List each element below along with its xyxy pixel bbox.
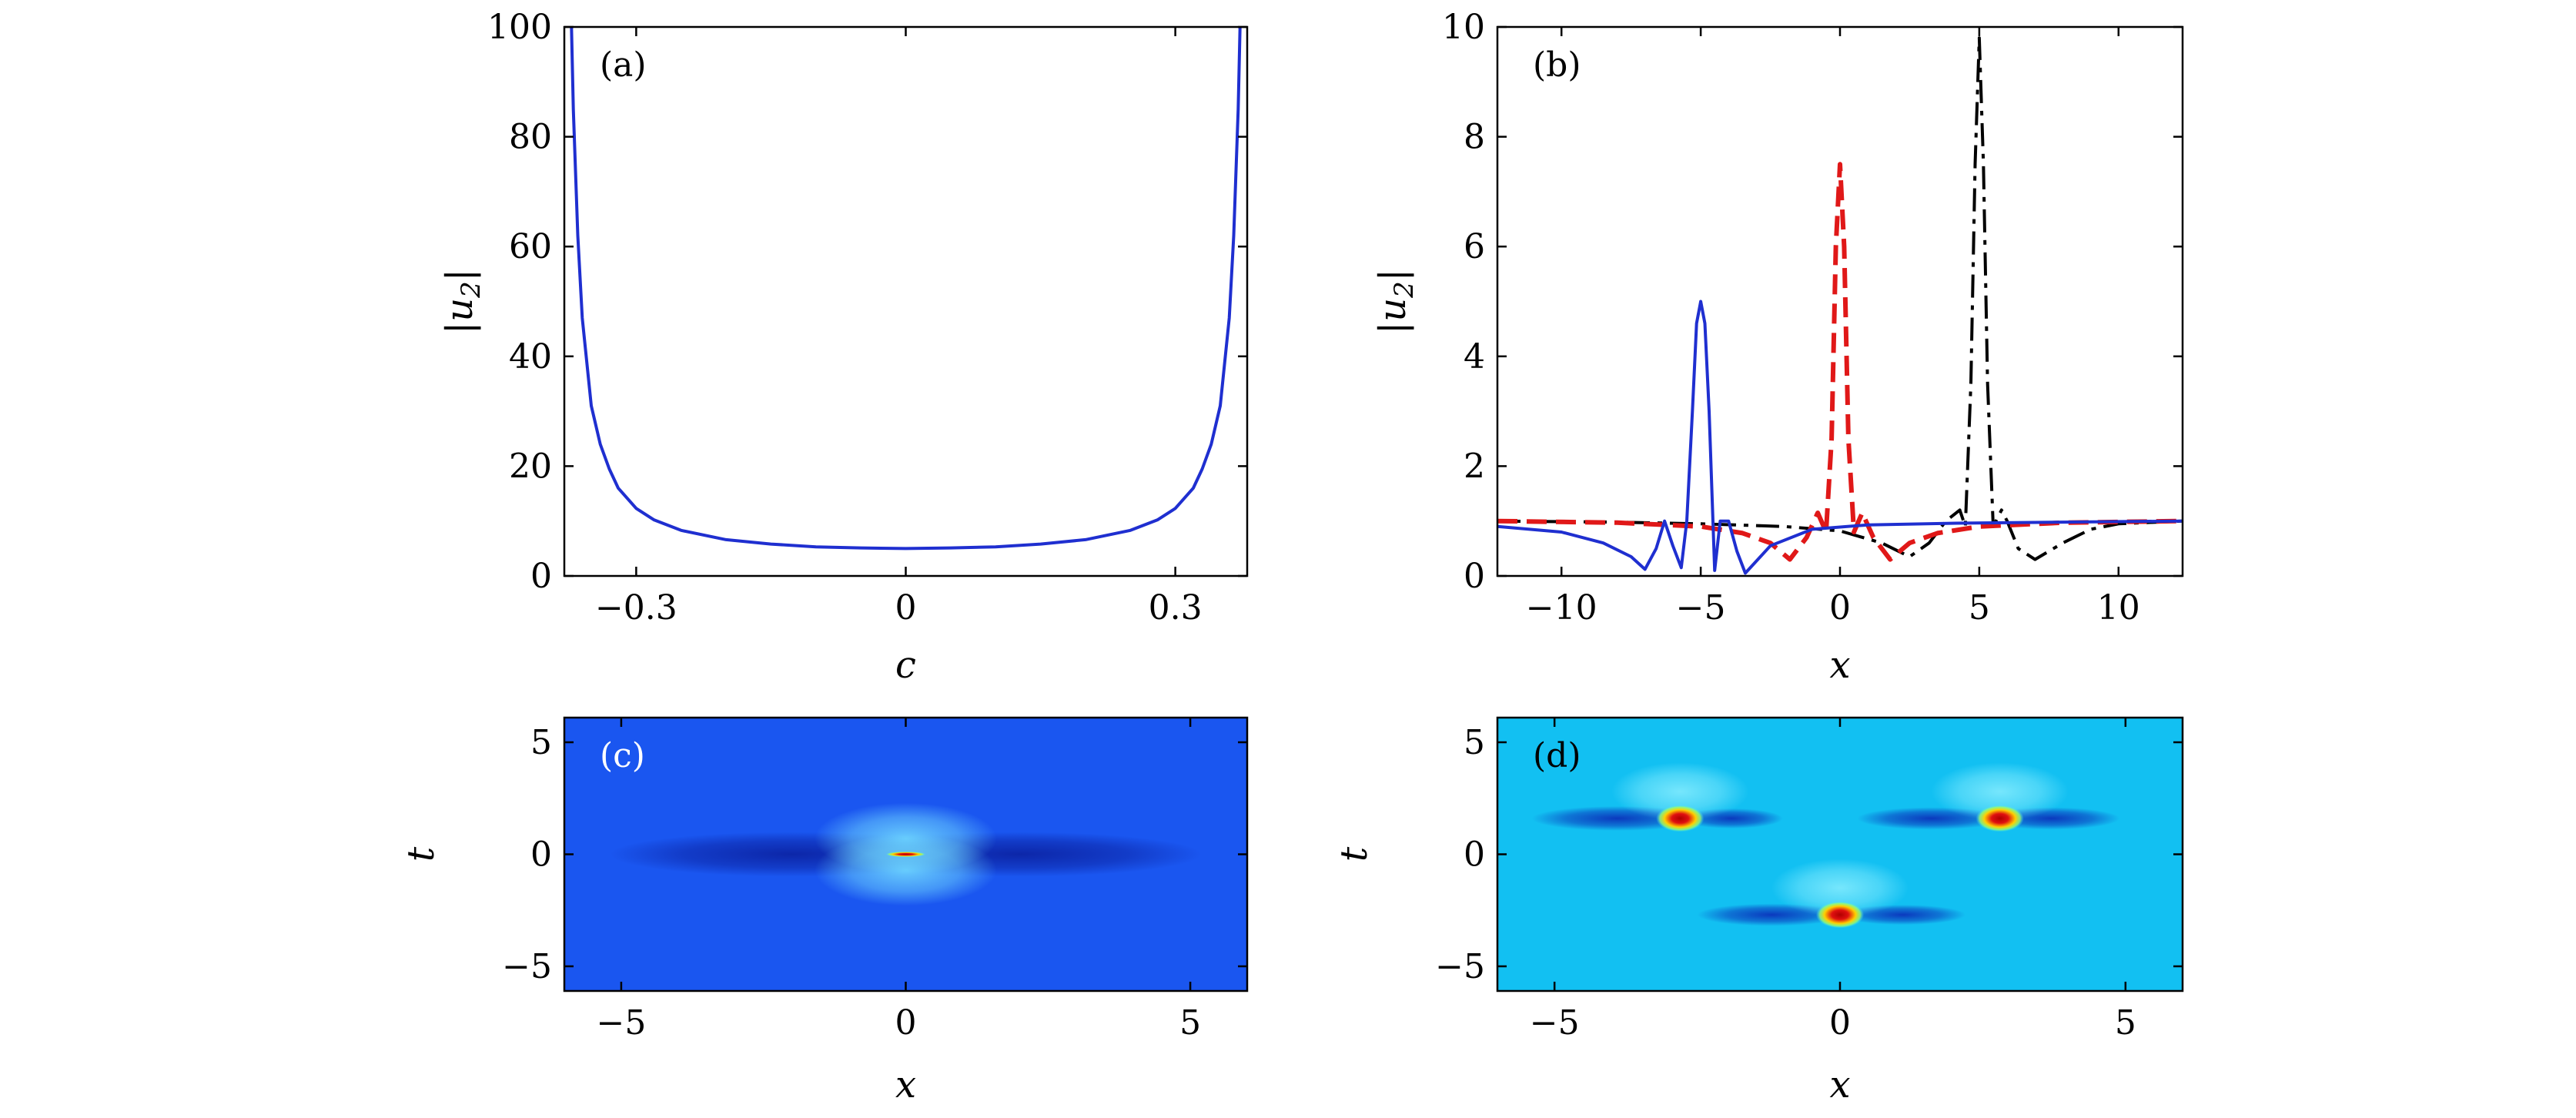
x-tick-label: −5 [1676,588,1726,628]
x-tick-label: −5 [1530,1003,1580,1043]
y-tick-label: 0 [530,557,552,596]
plot-frame [564,27,1247,576]
plot-area-d [1497,718,2183,991]
y-tick-label: 5 [530,723,552,762]
x-tick-label: 5 [1969,588,1990,628]
y-tick-label: 0 [1464,557,1485,596]
x-tick-label: 10 [2097,588,2140,628]
y-tick-label: −5 [502,947,552,986]
x-tick-label: −5 [596,1003,646,1043]
x-tick-label: 0 [1829,588,1851,628]
panel-d: −5 0 5 −5 0 5 x t (d) [1333,718,2183,1106]
plot-frame [1497,27,2183,576]
y-tick-label: 6 [1464,227,1485,266]
y-tick-label: 100 [487,8,552,47]
panel-label: (d) [1533,736,1581,775]
panel-a: −0.3 0 0.3 0 20 40 60 80 100 c |u2| (a) [438,8,1247,687]
x-tick-label: 5 [2115,1003,2136,1043]
y-tick-label: 4 [1464,337,1485,377]
heatmap-lobe-3 [815,834,997,905]
x-axis-label: x [895,1063,916,1106]
y-axis-label: t [1333,846,1376,862]
heatmap-peak-9 [1656,805,1704,832]
heatmap-peak-10 [1976,805,2024,832]
y-axis-label: t [400,846,443,862]
series-line-2 [1497,302,2183,574]
y-tick-label: 80 [509,118,552,157]
x-axis-label: c [895,644,916,687]
x-tick-label: 0.3 [1149,588,1203,628]
x-tick-label: −10 [1526,588,1597,628]
y-tick-label: 40 [509,337,552,377]
heatmap-peak-4 [886,852,926,857]
x-tick-label: 0 [895,588,917,628]
y-tick-label: 10 [1442,8,1485,47]
panel-label: (c) [600,736,645,775]
x-axis-label: x [1829,644,1850,687]
y-tick-label: 5 [1464,723,1485,762]
panel-c: −5 0 5 −5 0 5 x t (c) [400,718,1247,1106]
y-tick-label: 20 [509,447,552,486]
plot-area-a [571,27,1240,549]
heatmap-background [1497,718,2183,991]
series-line-0 [571,27,1239,548]
y-tick-label: 0 [530,835,552,875]
plot-area-b [1497,38,2183,573]
y-tick-label: 0 [1464,835,1485,875]
plot-area-c [564,718,1247,991]
y-tick-label: 2 [1464,447,1485,486]
x-axis-label: x [1829,1063,1850,1106]
panel-label: (b) [1533,45,1581,85]
x-tick-label: 0 [895,1003,917,1043]
x-tick-label: −0.3 [595,588,677,628]
y-tick-label: −5 [1435,947,1485,986]
series-line-0 [1497,38,2183,559]
y-axis-label: |u2| [1371,269,1420,334]
heatmap-peak-11 [1816,902,1864,929]
x-tick-label: 0 [1829,1003,1851,1043]
panel-label: (a) [600,45,647,85]
y-tick-label: 8 [1464,118,1485,157]
y-tick-label: 60 [509,227,552,266]
panel-b: −10 −5 0 5 10 0 2 4 6 8 10 x |u2| (b) [1371,8,2183,687]
y-axis-label: |u2| [438,269,487,334]
x-tick-label: 5 [1179,1003,1201,1043]
series-line-1 [1497,164,2183,559]
